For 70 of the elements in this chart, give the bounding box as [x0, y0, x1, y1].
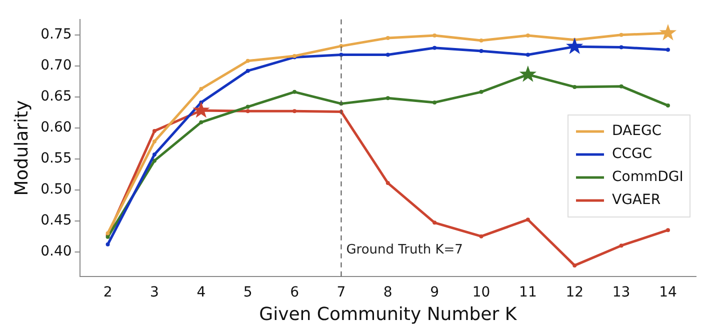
point [246, 104, 250, 109]
y-tick-label: 0.45 [40, 212, 72, 228]
point [152, 128, 156, 133]
x-tick-label: 12 [566, 284, 584, 301]
y-tick-label: 0.75 [40, 26, 72, 43]
point [526, 52, 530, 57]
x-tick-label: 5 [243, 284, 252, 301]
legend-label: DAEGC [612, 123, 662, 140]
point [246, 109, 250, 114]
legend-label: CCGC [612, 146, 652, 162]
x-tick-label: 9 [430, 284, 440, 301]
point [666, 228, 670, 232]
point [519, 66, 536, 82]
x-tick-label: 4 [196, 284, 206, 301]
point [106, 242, 110, 246]
y-tick-label: 0.55 [40, 150, 72, 166]
point [199, 86, 204, 91]
x-tick-label: 8 [383, 284, 392, 301]
point [152, 152, 156, 157]
x-tick-label: 14 [659, 284, 677, 301]
point [292, 109, 297, 114]
point [432, 34, 437, 38]
ref-line-label: Ground Truth K=7 [346, 242, 463, 258]
y-tick-label: 0.65 [40, 88, 72, 105]
point [572, 263, 577, 268]
x-tick-label: 11 [519, 284, 537, 301]
y-tick-label: 0.40 [40, 243, 72, 260]
x-tick-label: 6 [290, 284, 300, 301]
x-tick-label: 10 [472, 284, 490, 301]
point [339, 52, 344, 57]
x-axis-title: Given Community Number K [259, 304, 518, 325]
point [479, 90, 484, 94]
point [619, 32, 624, 37]
y-axis-title: Modularity [11, 100, 32, 196]
point [199, 120, 204, 124]
legend-label: CommDGI [612, 169, 684, 186]
point [386, 181, 390, 186]
point [666, 104, 670, 108]
point [292, 90, 297, 94]
point [432, 220, 437, 225]
point [619, 45, 624, 50]
point [386, 96, 390, 100]
x-tick-label: 2 [103, 284, 112, 301]
point [246, 58, 250, 63]
point [386, 36, 390, 40]
point [666, 48, 670, 52]
point [386, 52, 390, 57]
point [192, 102, 210, 118]
point [432, 46, 437, 50]
point [432, 100, 437, 104]
legend-label: VGAER [612, 192, 661, 208]
point [526, 34, 530, 38]
y-tick-label: 0.70 [40, 58, 72, 74]
point [619, 244, 624, 248]
point [566, 38, 584, 54]
point [152, 158, 156, 163]
y-tick-label: 0.50 [40, 181, 72, 198]
x-tick-label: 7 [336, 284, 346, 301]
y-tick-label: 0.60 [40, 120, 72, 136]
point [479, 234, 484, 238]
point [152, 139, 156, 144]
point [572, 84, 577, 89]
x-tick-label: 3 [150, 284, 159, 301]
point [526, 218, 530, 222]
point [659, 24, 677, 40]
point [246, 68, 250, 73]
point [479, 49, 484, 54]
point [479, 38, 484, 42]
x-tick-label: 13 [612, 284, 630, 301]
point [619, 84, 624, 88]
